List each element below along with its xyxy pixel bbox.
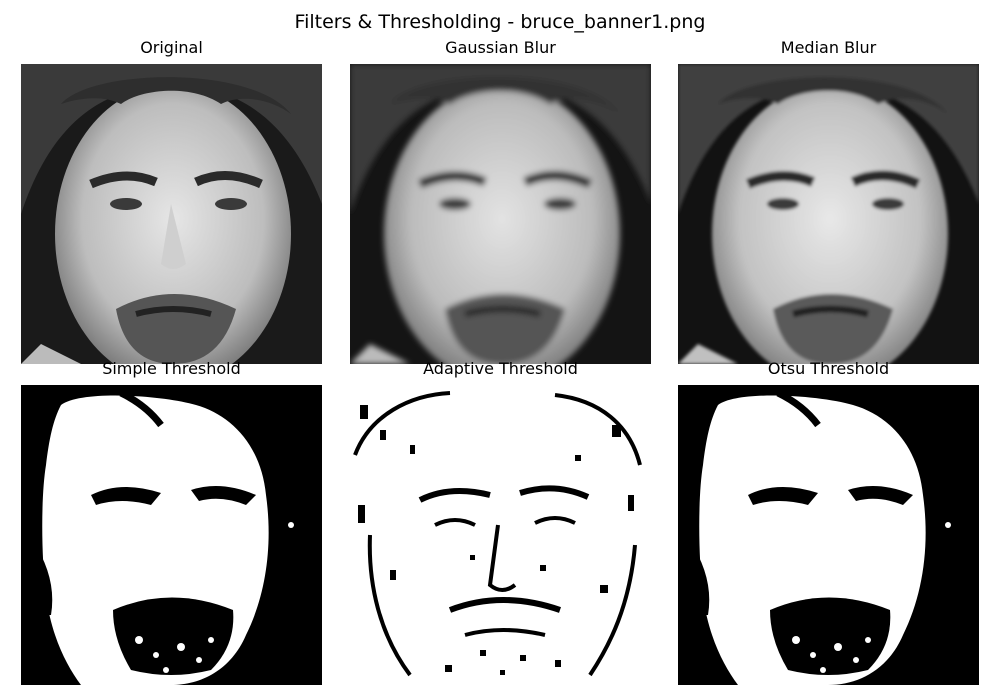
panel-title-otsu-threshold: Otsu Threshold xyxy=(767,359,890,378)
panel-title-gaussian-blur: Gaussian Blur xyxy=(445,38,556,57)
panel-title-adaptive-threshold: Adaptive Threshold xyxy=(423,359,578,378)
otsu-threshold-image xyxy=(678,385,979,685)
panel-title-simple-threshold: Simple Threshold xyxy=(102,359,241,378)
figure-title: Filters & Thresholding - bruce_banner1.p… xyxy=(294,11,706,33)
original-image xyxy=(21,64,322,364)
adaptive-threshold-image xyxy=(350,385,651,685)
simple-threshold-image xyxy=(21,385,322,685)
median-blur-image xyxy=(678,64,979,364)
panel-title-original: Original xyxy=(140,38,203,57)
panel-title-median-blur: Median Blur xyxy=(780,38,877,57)
gaussian-blur-image xyxy=(350,64,651,364)
